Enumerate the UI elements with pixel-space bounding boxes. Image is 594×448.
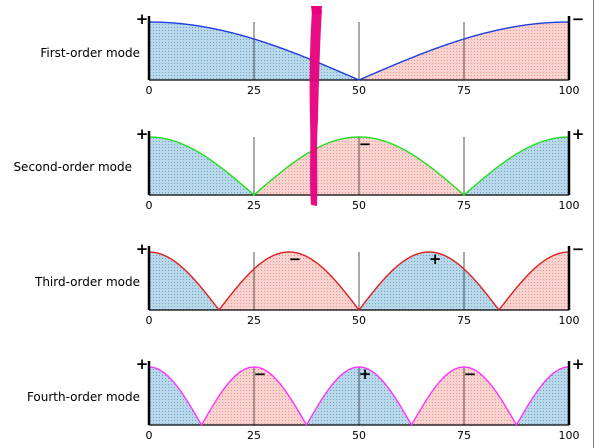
mode-panels: 0 25 50 75 100+ −0 25 50 75 100+−+0 25 50 75 100+− +−0… [136,10,585,442]
mode-panel-first: 0 25 50 75 100 + − [136,10,585,97]
sign-label: − [254,365,267,383]
sign-label: + [136,355,149,373]
sign-label: + [572,125,585,143]
mode-region [149,137,254,195]
mode-panel-second: 0 25 50 75 100 + − + [136,125,585,212]
mode-curve [148,251,570,312]
x-tick-label: 50 [352,199,366,212]
mode-region [499,252,569,310]
mode-panel-fourth: 0 25 50 75 100 + − + − + [136,355,585,442]
x-tick-label: 0 [146,199,153,212]
mode-label-third: Third-order mode [34,275,140,289]
mode-panel-third: 0 25 50 75 100 + − + − [136,240,585,327]
x-tick-label: 0 [146,84,153,97]
sign-label: + [136,125,149,143]
x-tick-label: 50 [352,429,366,442]
x-tick-label: 100 [559,84,580,97]
mode-curve [149,21,569,81]
sign-label: − [289,250,302,268]
x-tick-label: 100 [559,429,580,442]
mode-label-first: First-order mode [40,46,140,60]
x-tick-label: 0 [146,314,153,327]
x-tick-label: 100 [559,199,580,212]
mode-curve [148,366,570,427]
x-tick-label: 75 [457,429,471,442]
mode-region [149,367,202,425]
x-tick-label: 75 [457,314,471,327]
x-tick-label: 25 [247,199,261,212]
sign-label: + [572,355,585,373]
sign-label: − [572,10,585,28]
x-tick-label: 75 [457,84,471,97]
x-tick-label: 25 [247,84,261,97]
sign-label: − [464,365,477,383]
mode-label-second: Second-order mode [13,160,132,174]
magenta-marker-stroke [309,10,322,206]
marker-layer [309,6,322,206]
sign-label: + [136,240,149,258]
x-tick-label: 75 [457,199,471,212]
mode-curve [148,136,570,196]
x-tick-label: 25 [247,314,261,327]
sign-label: + [429,250,442,268]
x-tick-label: 100 [559,314,580,327]
sign-label: + [359,365,372,383]
magenta-marker-tip [311,6,322,14]
mode-label-fourth: Fourth-order mode [26,390,140,404]
mode-region [464,137,569,195]
sign-label: − [572,240,585,258]
mode-region [516,367,569,425]
x-tick-label: 50 [352,314,366,327]
x-tick-label: 0 [146,429,153,442]
x-tick-label: 25 [247,429,261,442]
x-tick-label: 50 [352,84,366,97]
sign-label: − [359,135,372,153]
mode-region [149,252,219,310]
sign-label: + [136,10,149,28]
